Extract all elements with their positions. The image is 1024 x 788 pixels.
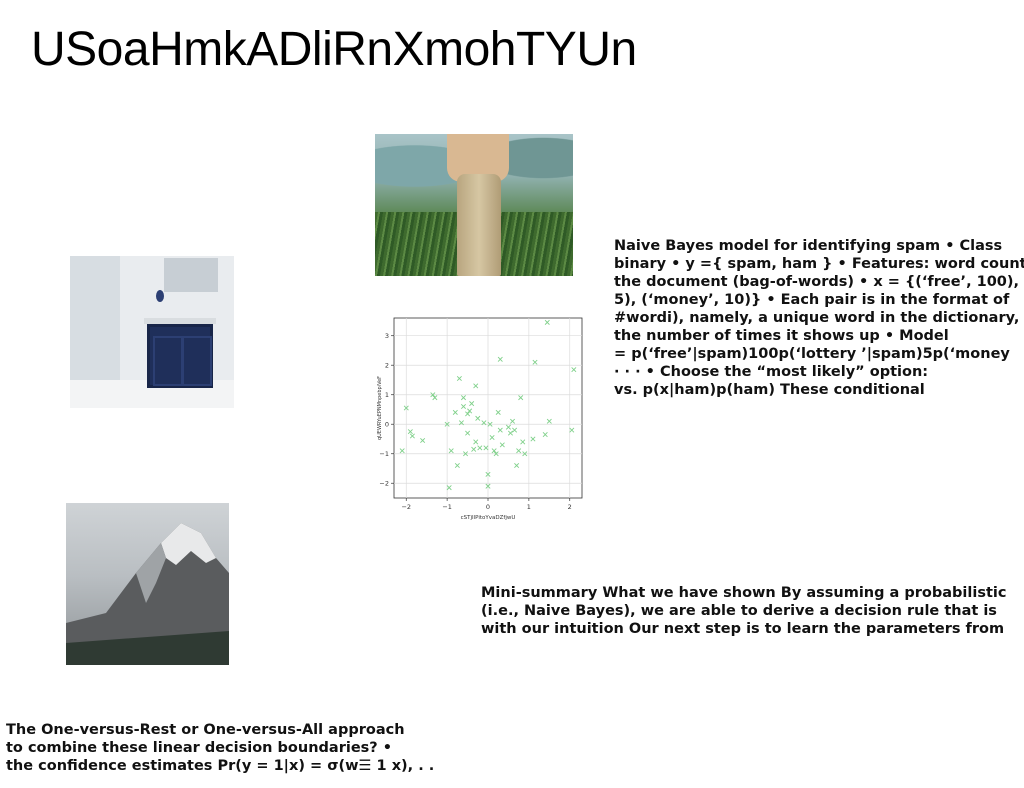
- scatter-point: [409, 433, 415, 439]
- scatter-point: [571, 367, 577, 373]
- x-tick-label: −2: [401, 503, 411, 511]
- scatter-point: [487, 421, 493, 427]
- scatter-point: [407, 429, 413, 435]
- scatter-point: [512, 427, 518, 433]
- vanity-cabinet: [147, 324, 213, 388]
- scatter-point: [522, 451, 528, 457]
- vanity-door-right: [182, 336, 212, 386]
- scatter-point: [497, 356, 503, 362]
- scatter-point: [465, 411, 471, 417]
- scatter-point: [473, 383, 479, 389]
- scatter-point: [485, 483, 491, 489]
- bathroom-vanity-photo: [70, 256, 234, 408]
- person-in-field-photo: [375, 134, 573, 276]
- scatter-point: [514, 463, 520, 469]
- text-line: the document (bag-of-words) • x = {(‘fre…: [614, 274, 1020, 290]
- text-line: vs. p(x|ham)p(ham) These conditional: [614, 382, 925, 398]
- text-line: (i.e., Naive Bayes), we are able to deri…: [481, 603, 997, 619]
- bathroom-lamp: [156, 290, 164, 302]
- text-line: = p(‘free’|spam)100p(‘lottery ’|spam)5p(…: [614, 346, 1010, 362]
- naive-bayes-text: Naive Bayes model for identifying spam •…: [614, 237, 1024, 399]
- scatter-point: [454, 463, 460, 469]
- y-tick-label: −1: [379, 450, 389, 458]
- page-title: USoaHmkADliRnXmohTYUn: [31, 23, 637, 76]
- scatter-point: [516, 448, 522, 454]
- scatter-point: [569, 427, 575, 433]
- scatter-point: [448, 448, 454, 454]
- x-tick-label: 1: [527, 503, 531, 511]
- scatter-point: [477, 445, 483, 451]
- y-tick-label: 0: [385, 420, 389, 428]
- text-line: Naive Bayes model for identifying spam •…: [614, 238, 1003, 254]
- scatter-point: [493, 451, 499, 457]
- scatter-point: [467, 408, 473, 414]
- scatter-point: [469, 401, 475, 407]
- text-line: · · · • Choose the “most likely” option:: [614, 364, 929, 380]
- scatter-point: [399, 448, 405, 454]
- scatter-point: [530, 436, 536, 442]
- text-line: with our intuition Our next step is to l…: [481, 621, 1005, 637]
- x-tick-label: −1: [442, 503, 452, 511]
- scatter-point: [432, 395, 438, 401]
- scatter-point: [471, 446, 477, 452]
- scatter-point: [497, 427, 503, 433]
- scatter-point: [499, 442, 505, 448]
- scatter-point: [542, 432, 548, 438]
- y-tick-label: −2: [379, 479, 389, 487]
- one-vs-rest-text: The One-versus-Rest or One-versus-All ap…: [6, 721, 434, 775]
- y-tick-label: 3: [385, 332, 389, 340]
- y-axis-label: qUEWRYuEPNMnpebpiVeF: [377, 376, 383, 440]
- x-tick-label: 2: [568, 503, 572, 511]
- y-tick-label: 1: [385, 391, 389, 399]
- text-line: the number of times it shows up • Model: [614, 328, 949, 344]
- scatter-point: [473, 439, 479, 445]
- scatter-point: [460, 395, 466, 401]
- scatter-point: [458, 420, 464, 426]
- scatter-point: [485, 471, 491, 477]
- scatter-point: [520, 439, 526, 445]
- mountain-drawing: [66, 523, 229, 665]
- scatter-point: [446, 485, 452, 491]
- scatter-point: [510, 418, 516, 424]
- scatter-point: [475, 415, 481, 421]
- scatter-point: [481, 420, 487, 426]
- y-tick-label: 2: [385, 361, 389, 369]
- scatter-point: [403, 405, 409, 411]
- vanity-door-left: [153, 336, 183, 386]
- text-line: #wordi), namely, a unique word in the di…: [614, 310, 1020, 326]
- bathroom-mirror: [164, 258, 218, 292]
- scatter-point: [495, 409, 501, 415]
- text-line: Mini-summary What we have shown By assum…: [481, 585, 1007, 601]
- x-tick-label: 0: [486, 503, 490, 511]
- text-line: to combine these linear decision boundar…: [6, 740, 393, 756]
- scatter-point: [444, 421, 450, 427]
- scatter-point: [483, 445, 489, 451]
- scatter-chart: −2 −1 0 1 2 −2 −1 0 1 2 3 cSTjIlPitoYvaDZfjwU qUEWRY…: [377, 317, 583, 521]
- text-line: The One-versus-Rest or One-versus-All ap…: [6, 722, 405, 738]
- scatter-point: [430, 392, 436, 398]
- scatter-point: [420, 437, 426, 443]
- text-line: the confidence estimates Pr(y = 1|x) = σ…: [6, 758, 435, 774]
- person-pants: [457, 174, 501, 276]
- scatter-point: [546, 418, 552, 424]
- scatter-point: [544, 319, 550, 325]
- scatter-point: [456, 375, 462, 382]
- scatter-point: [505, 424, 511, 430]
- scatter-point: [491, 448, 497, 454]
- x-axis-label: cSTjIlPitoYvaDZfjwU: [461, 515, 516, 521]
- scatter-point: [463, 451, 469, 457]
- scatter-point: [489, 434, 495, 441]
- scatter-point: [518, 395, 524, 401]
- scatter-point: [532, 359, 538, 365]
- scatter-point: [452, 409, 458, 415]
- vanity-countertop: [144, 318, 216, 324]
- scatter-point: [507, 430, 513, 436]
- mountain-photo: [66, 503, 229, 665]
- text-line: binary • y ={ spam, ham } • Features: wo…: [614, 256, 1024, 272]
- mini-summary-text: Mini-summary What we have shown By assum…: [481, 584, 1006, 638]
- scatter-point: [460, 404, 466, 410]
- text-line: 5), (‘money’, 10)} • Each pair is in the…: [614, 292, 1010, 308]
- scatter-point: [465, 430, 471, 436]
